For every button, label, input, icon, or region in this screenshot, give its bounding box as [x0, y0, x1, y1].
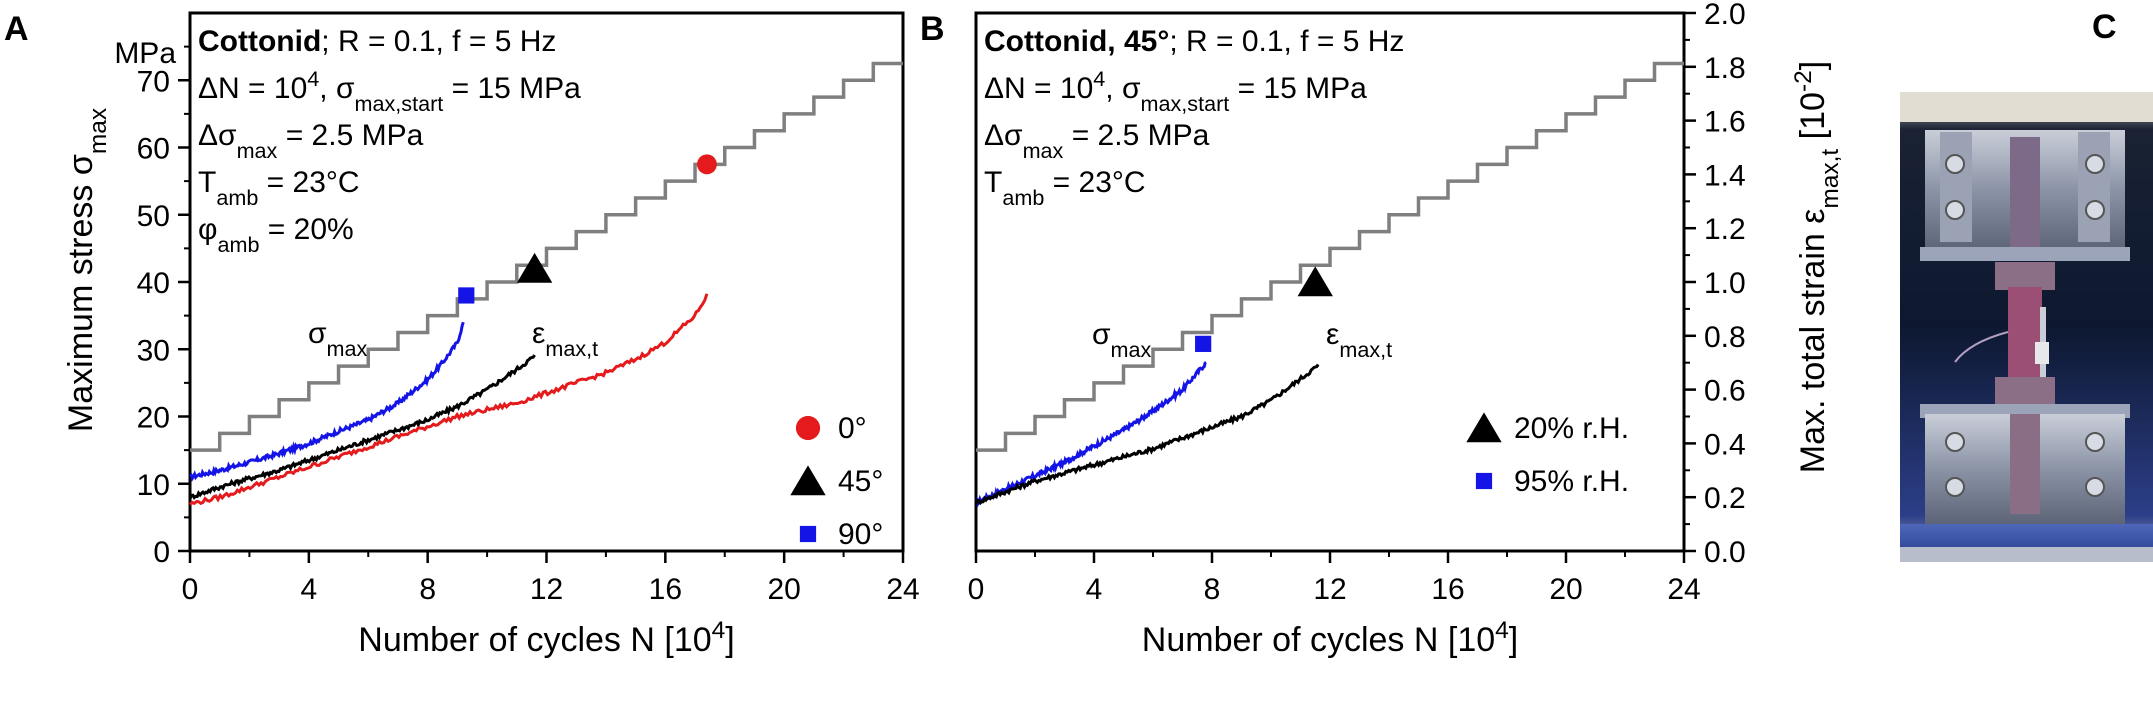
- y-axis-label: Maximum stress σmax: [62, 108, 112, 432]
- y-tick-label: 10: [137, 469, 170, 502]
- y-tick-label: 2.0: [1704, 0, 1746, 31]
- series-end-marker: [1297, 266, 1333, 297]
- annotation-line: Δσmax = 2.5 MPa: [984, 119, 1210, 163]
- x-tick-label: 4: [1086, 573, 1103, 606]
- y-tick-label: 50: [137, 200, 170, 233]
- y-tick-label: 60: [137, 133, 170, 166]
- x-tick-label: 12: [530, 573, 563, 606]
- series-end-marker: [516, 252, 553, 283]
- legend-marker: [790, 465, 826, 496]
- legend-marker: [799, 525, 817, 543]
- x-tick-label: 20: [767, 573, 800, 606]
- annotation-line: Tamb = 23°C: [198, 166, 360, 210]
- x-tick-label: 24: [886, 573, 919, 606]
- y-tick-label: 1.6: [1704, 106, 1746, 139]
- x-axis-label: Number of cycles N [104]: [358, 617, 734, 660]
- x-tick-label: 4: [300, 573, 317, 606]
- y-tick-label: 70: [137, 65, 170, 98]
- annotation-line: Cottonid, 45°; R = 0.1, f = 5 Hz: [984, 25, 1404, 58]
- legend-label: 45°: [838, 465, 883, 498]
- x-tick-label: 16: [649, 573, 682, 606]
- x-axis-label: Number of cycles N [104]: [1142, 617, 1518, 660]
- y-tick-label: 20: [137, 402, 170, 435]
- legend-label: 20% r.H.: [1514, 412, 1629, 445]
- series-line: [975, 361, 1207, 508]
- x-tick-label: 8: [1204, 573, 1221, 606]
- specimen-photo: [1900, 92, 2153, 562]
- annotation-line: Cottonid; R = 0.1, f = 5 Hz: [198, 25, 556, 58]
- chart-panel-b: 0 4 8 12 16 20 24 Number of cycles N [104] 0.0 0.…: [968, 0, 1844, 659]
- stress-step-line: [976, 61, 1684, 452]
- x-tick-label: 12: [1313, 573, 1346, 606]
- panel-letter-b: B: [920, 10, 945, 48]
- y-tick-label: 1.4: [1704, 159, 1746, 192]
- legend-marker: [795, 415, 821, 441]
- x-tick-label: 24: [1667, 573, 1700, 606]
- y-tick-label: 0: [153, 536, 170, 569]
- y-unit-label: MPa: [114, 37, 176, 70]
- y-tick-label: 1.8: [1704, 52, 1746, 85]
- strain-label: εmax,t: [532, 317, 598, 361]
- y-tick-label: 0.6: [1704, 375, 1746, 408]
- series-line: [188, 354, 536, 500]
- x-tick-label: 0: [968, 573, 985, 606]
- strain-label: εmax,t: [1326, 318, 1392, 362]
- stress-step-line: [190, 61, 903, 452]
- y-tick-label: 0.4: [1704, 428, 1746, 461]
- series-line: [189, 321, 465, 482]
- x-tick-label: 20: [1549, 573, 1582, 606]
- stress-label: σmax: [308, 317, 368, 361]
- x-tick-label: 16: [1431, 573, 1464, 606]
- legend-marker: [1475, 472, 1493, 490]
- annotation-line: Δσmax = 2.5 MPa: [198, 119, 424, 163]
- annotation-line: Tamb = 23°C: [984, 166, 1146, 210]
- x-tick-label: 0: [182, 573, 199, 606]
- y-tick-label: 0.0: [1704, 536, 1746, 569]
- chart-panel-a: 0 4 8 12 16 20 24 Number of cycles N [104] 0 10 20…: [62, 11, 920, 660]
- y-tick-label: 0.8: [1704, 321, 1746, 354]
- legend-label: 95% r.H.: [1514, 465, 1629, 498]
- y-tick-label: 30: [137, 334, 170, 367]
- legend-marker: [1466, 412, 1502, 443]
- y-axis-label: Max. total strain εmax,t [10-2]: [1790, 61, 1844, 473]
- annotation-line: ΔN = 104, σmax,start = 15 MPa: [984, 66, 1367, 116]
- series-end-marker: [1195, 335, 1212, 352]
- y-tick-label: 0.2: [1704, 482, 1746, 515]
- y-tick-label: 1.0: [1704, 267, 1746, 300]
- annotation-line: φamb = 20%: [198, 213, 354, 257]
- legend-label: 90°: [838, 518, 883, 551]
- panel-letter-a: A: [4, 10, 29, 48]
- series-line: [188, 293, 709, 506]
- y-tick-label: 40: [137, 267, 170, 300]
- x-tick-label: 8: [419, 573, 436, 606]
- panel-letter-c: C: [2092, 8, 2117, 46]
- series-line: [974, 363, 1320, 506]
- series-end-marker: [697, 154, 717, 175]
- series-end-marker: [458, 287, 475, 304]
- annotation-line: ΔN = 104, σmax,start = 15 MPa: [198, 66, 581, 116]
- legend-label: 0°: [838, 412, 867, 445]
- y-tick-label: 1.2: [1704, 213, 1746, 246]
- stress-label: σmax: [1092, 318, 1152, 362]
